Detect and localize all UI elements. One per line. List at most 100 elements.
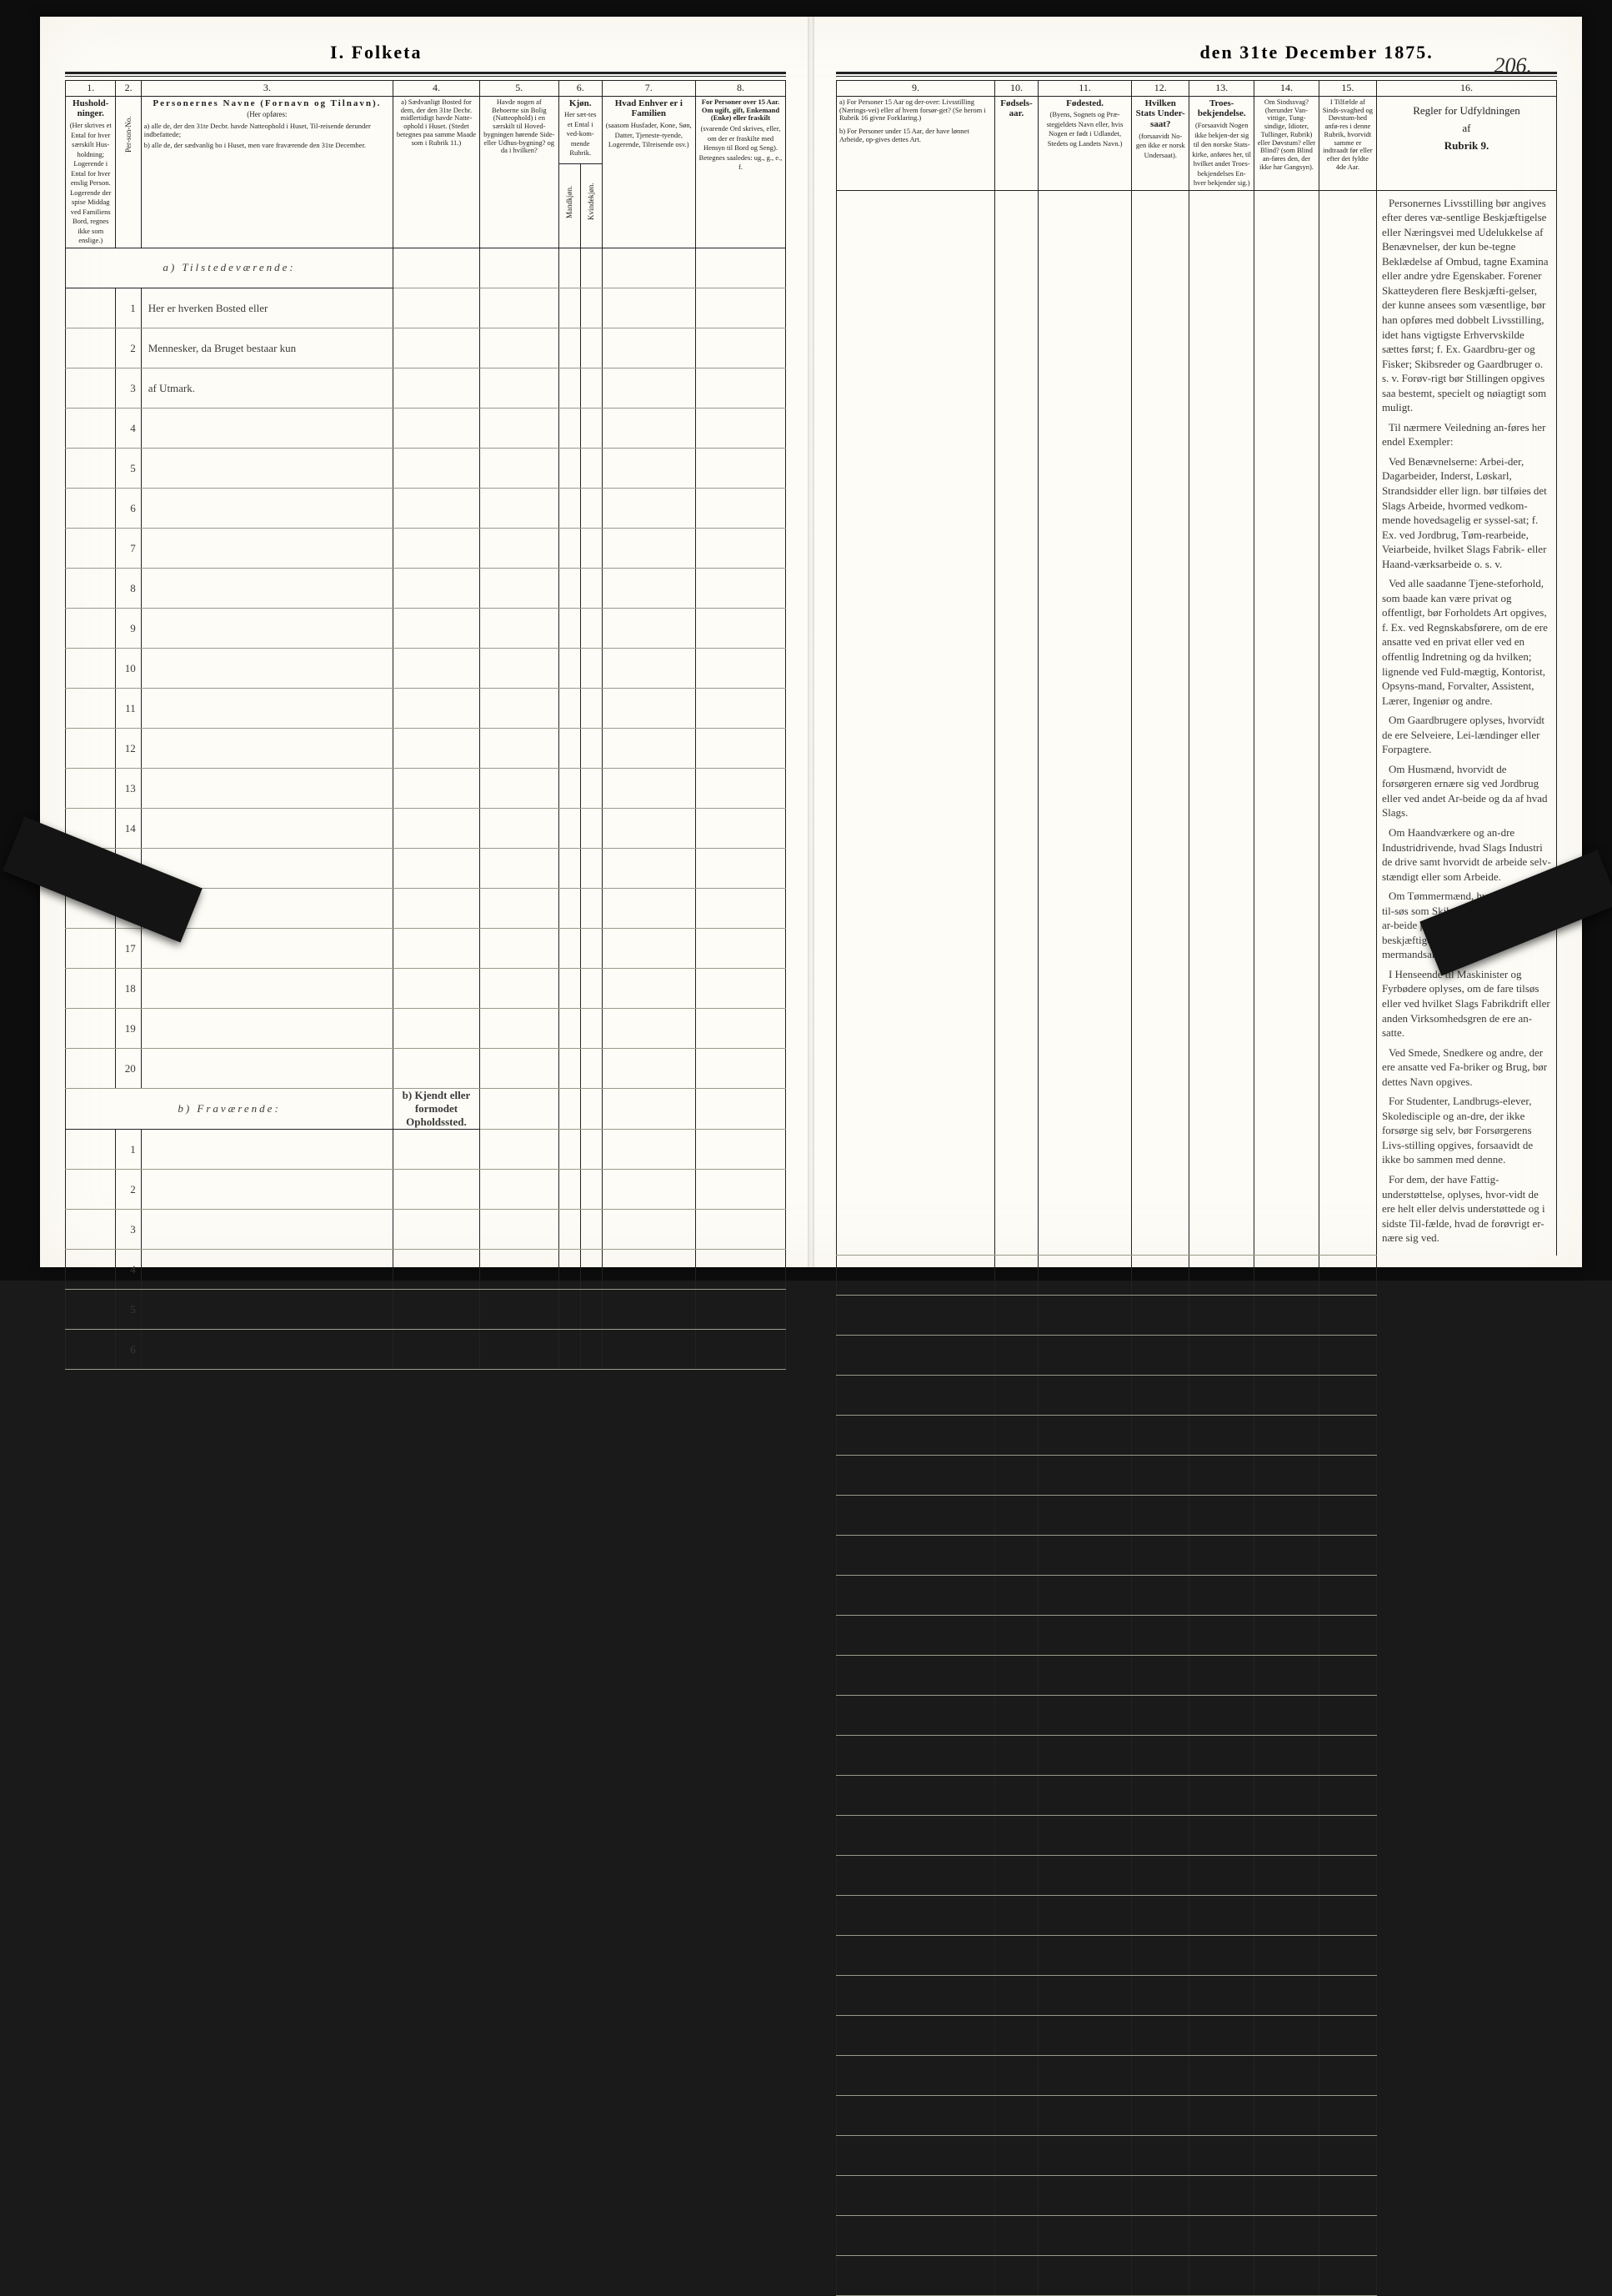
row-number: 14 [116,809,141,849]
cell [1132,1936,1189,1976]
table-row [837,1536,1557,1576]
cell [393,689,480,729]
cell [695,489,785,529]
cell [580,929,602,969]
cell [1319,1616,1376,1656]
section-a-label: a) Tilstedeværende: [66,248,393,288]
colnum-8: 8. [695,81,785,97]
cell [1189,2056,1254,2096]
cell [66,649,116,689]
col6-m: Mandkjøn. [558,164,580,248]
cell [602,1210,695,1250]
cell [479,1250,558,1290]
table-row: 5 [66,449,786,489]
colnum-12: 12. [1132,81,1189,97]
cell [1189,2016,1254,2056]
cell [837,1976,995,2016]
cell [1132,1976,1189,2016]
col3-title: Personernes Navne (Fornavn og Tilnavn). [144,98,390,109]
cell [995,2216,1039,2256]
row-number: 4 [116,409,141,449]
cell [66,1049,116,1089]
table-row [837,2096,1557,2136]
col9-a: a) For Personer 15 Aar og der-over: Livs… [839,98,992,123]
col13-body: (Forsaavidt Nogen ikke bekjen-der sig ti… [1192,121,1251,187]
rules-paragraph: Om Husmænd, hvorvidt de forsørgeren ernæ… [1382,762,1551,820]
cell [1254,1896,1319,1936]
cell [1038,2176,1131,2216]
col5-body: Havde nogen af Beboerne sin Bolig (Natte… [479,96,558,248]
cell [695,529,785,569]
cell [1132,1336,1189,1376]
cell [66,569,116,609]
cell [1038,1976,1131,2016]
cell [837,1296,995,1336]
cell [602,409,695,449]
table-row [837,1856,1557,1896]
col1-body: (Her skrives et Ental for hver særskilt … [70,121,112,244]
cell [1319,1336,1376,1376]
col8-text: For Personer over 15 Aar. Om ugift, gift… [695,96,785,248]
cell [141,529,393,569]
cell [695,969,785,1009]
col6-k: Kvindekjøn. [580,164,602,248]
cell [602,1290,695,1330]
cell [837,1936,995,1976]
cell [580,1210,602,1250]
col3-sub: (Her opføres: [144,110,390,118]
cell [602,368,695,409]
col2-label: Per-son-No. [124,98,133,170]
cell [995,1296,1039,1336]
table-row [837,1736,1557,1776]
cell [837,2016,995,2056]
cell [1189,1256,1254,1296]
cell [602,969,695,1009]
cell [1189,1616,1254,1656]
cell [1254,2256,1319,2296]
cell [837,1416,995,1456]
cell [66,1130,116,1170]
cell [1319,1496,1376,1536]
cell [695,849,785,889]
cell [1254,1336,1319,1376]
cell [393,1049,480,1089]
cell [66,609,116,649]
cell [1254,1456,1319,1496]
cell [1038,1736,1131,1776]
cell [1038,1456,1131,1496]
colnum-6: 6. [558,81,602,97]
col14-head: Om Sindssvag? (herunder Van-vittige, Tun… [1254,96,1319,190]
cell [141,1130,393,1170]
col13-text: Troes-bekjendelse. (Forsaavidt Nogen ikk… [1189,96,1254,190]
cell [1038,1296,1131,1336]
cell [837,2136,995,2176]
cell [558,1130,580,1170]
book-spine [808,17,814,1267]
cell [1254,1976,1319,2016]
table-row [837,2136,1557,2176]
cell [1319,2056,1376,2096]
rules-paragraph: Om Haandværkere og an-dre Industridriven… [1382,825,1551,884]
cell [66,1009,116,1049]
table-row: 5 [66,1290,786,1330]
row-number: 2 [116,1170,141,1210]
cell [479,1009,558,1049]
cell [580,489,602,529]
cell [1254,2216,1319,2256]
rules-paragraph: Ved Benævnelserne: Arbei-der, Dagarbeide… [1382,454,1551,571]
cell [1189,2176,1254,2216]
cell [66,929,116,969]
col3-b: b) alle de, der sædvanlig bo i Huset, me… [144,142,390,150]
cell [1189,1496,1254,1536]
cell [837,1856,995,1896]
cell [558,1009,580,1049]
cell [393,1290,480,1330]
cell [558,969,580,1009]
cell [602,849,695,889]
cell [995,1896,1039,1936]
cell [1038,1776,1131,1816]
colnum-1: 1. [66,81,116,97]
cell [695,1049,785,1089]
table-row: 9 [66,609,786,649]
cell [1254,1616,1319,1656]
